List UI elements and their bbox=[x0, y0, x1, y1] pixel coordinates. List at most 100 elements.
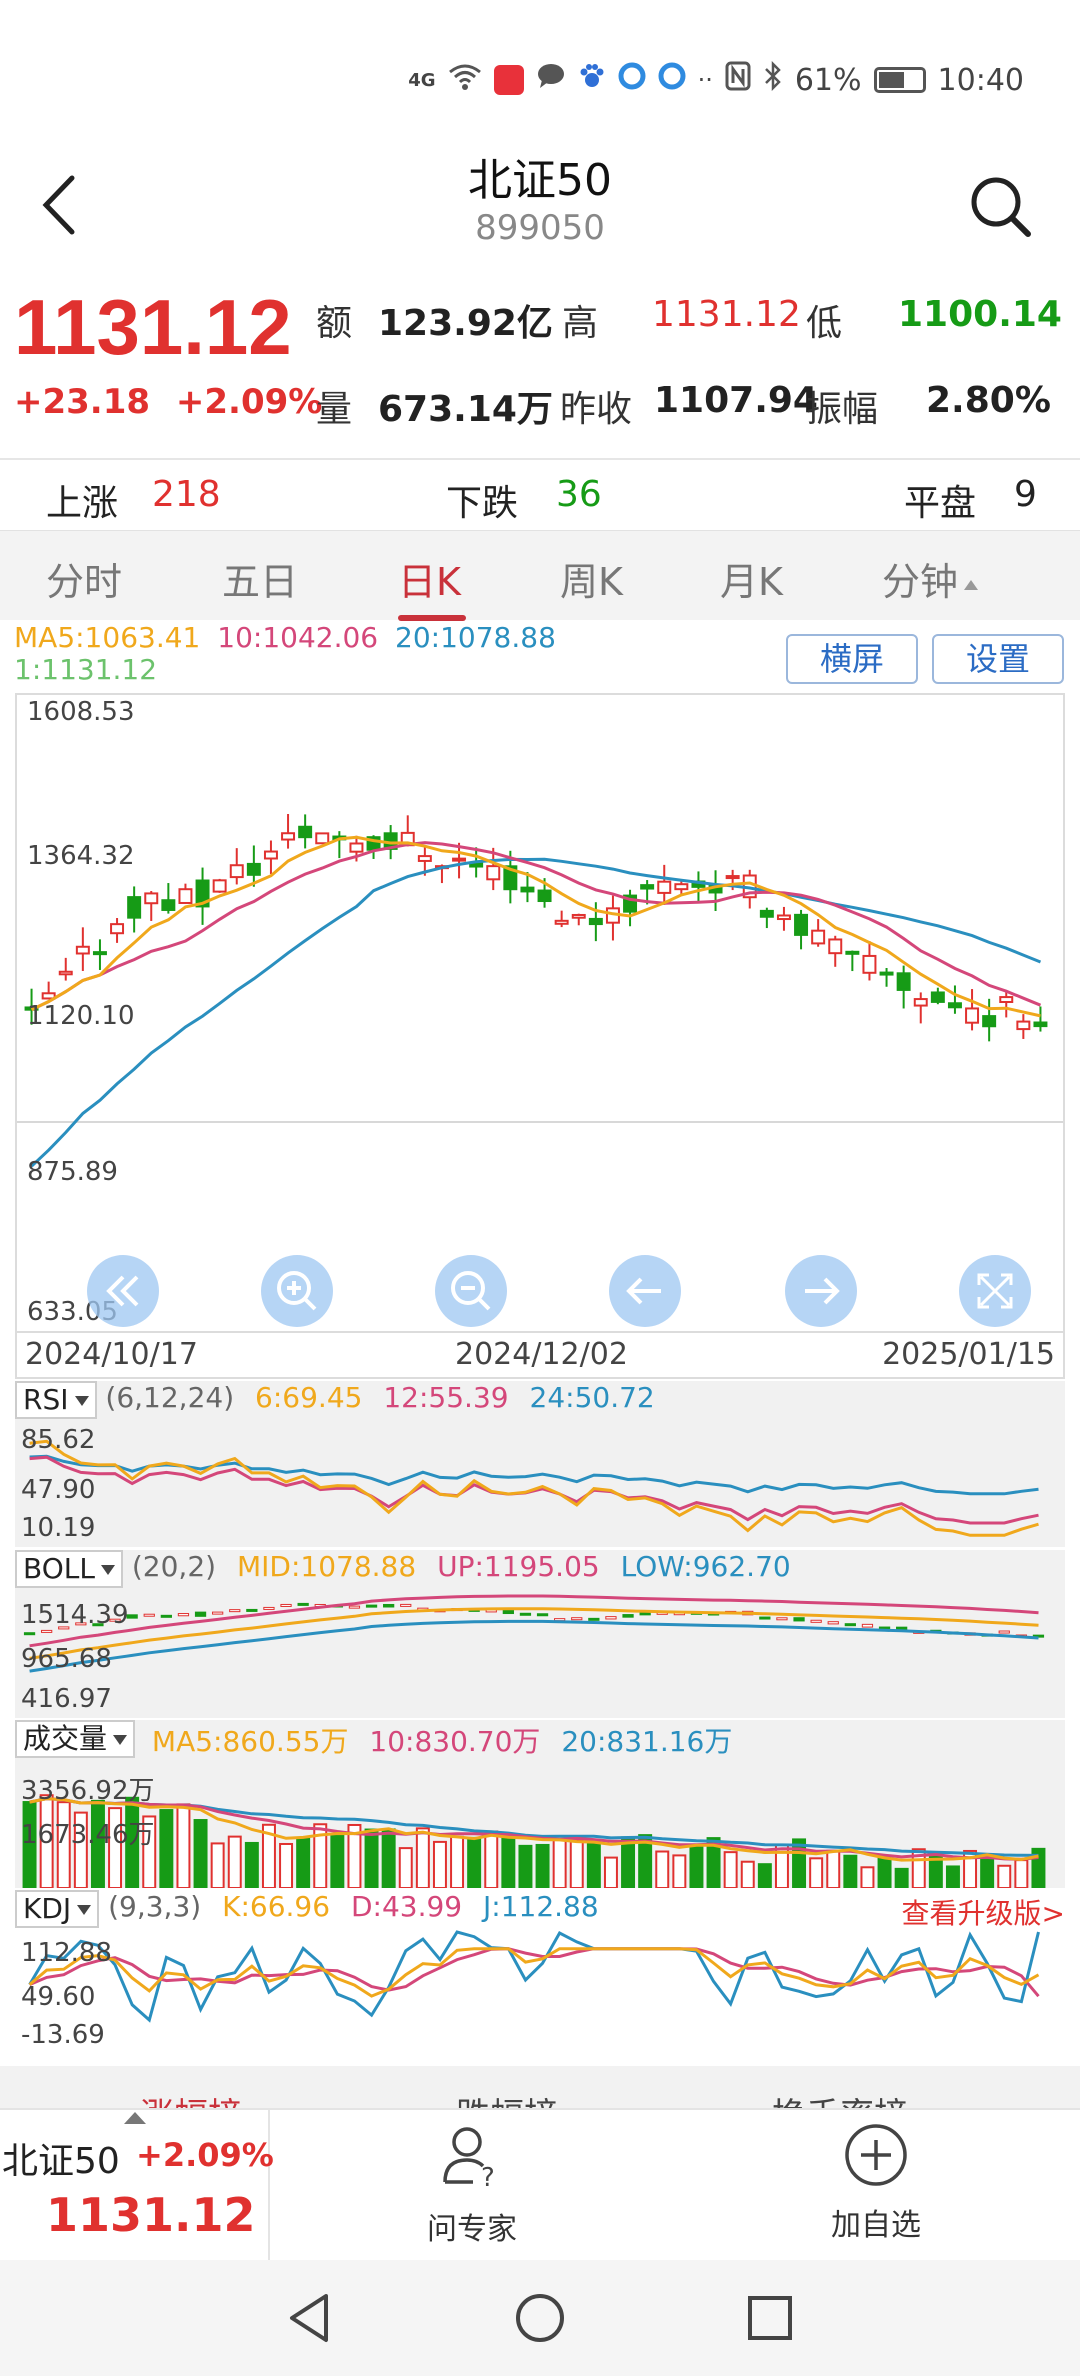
header: 北证50 899050 bbox=[0, 130, 1080, 270]
gainers-tab[interactable]: 涨幅榜 bbox=[140, 2088, 242, 2110]
rsi-y-bottom: 10.19 bbox=[21, 1513, 96, 1543]
ma20-line bbox=[30, 857, 1042, 1168]
caret-up-icon bbox=[124, 2112, 146, 2124]
volume-bar bbox=[381, 1828, 396, 1888]
prev-close-value: 1107.94 bbox=[654, 380, 818, 421]
stock-mini-card[interactable]: 北证50 +2.09% 1131.12 bbox=[0, 2110, 274, 2262]
signal-indicator: 4G bbox=[408, 69, 436, 91]
boll-candle bbox=[23, 1632, 36, 1636]
landscape-button[interactable]: 横屏 bbox=[786, 634, 918, 684]
boll-candle bbox=[280, 1603, 292, 1607]
flat-label: 平盘 bbox=[904, 483, 977, 524]
scroll-right-button[interactable] bbox=[785, 1255, 857, 1327]
flat-count: 9 bbox=[1014, 474, 1037, 515]
tab-intraday[interactable]: 分时 bbox=[46, 560, 123, 604]
boll-candle bbox=[605, 1616, 617, 1620]
add-watchlist-button[interactable]: 加自选 bbox=[776, 2120, 976, 2260]
tab-weekly-k[interactable]: 周K bbox=[560, 560, 623, 604]
volume-bar bbox=[740, 1860, 755, 1888]
tab-five-day[interactable]: 五日 bbox=[222, 560, 299, 604]
status-bar: 4G ·· 61% 10:40 bbox=[0, 0, 1080, 130]
zoom-out-button[interactable] bbox=[435, 1255, 507, 1327]
candle-body bbox=[845, 950, 860, 955]
boll-candle bbox=[571, 1617, 583, 1621]
volume-bar bbox=[193, 1819, 208, 1888]
tab-daily-k[interactable]: 日K bbox=[398, 560, 461, 604]
boll-candle bbox=[177, 1613, 190, 1617]
volume-bar bbox=[860, 1866, 875, 1888]
candle-body bbox=[161, 899, 176, 911]
quote-panel: 1131.12 +23.18 +2.09% 额 123.92亿 高 1131.1… bbox=[0, 270, 1080, 455]
kdj-y-top: 112.88 bbox=[21, 1938, 112, 1968]
candle-body bbox=[178, 888, 193, 904]
kdj-name: KDJ bbox=[23, 1892, 72, 1925]
ma10-line bbox=[30, 841, 1042, 1012]
volume-bar bbox=[689, 1845, 704, 1888]
rsi-selector[interactable]: RSI bbox=[15, 1381, 97, 1419]
candle-body bbox=[828, 938, 843, 955]
battery-level bbox=[878, 72, 905, 88]
volume-selector[interactable]: 成交量 bbox=[15, 1720, 136, 1758]
boll-candle bbox=[212, 1611, 224, 1615]
volume-bar bbox=[398, 1847, 413, 1888]
search-button[interactable] bbox=[966, 172, 1036, 242]
boll-params: (20,2) bbox=[131, 1550, 217, 1583]
market-breadth: 上涨 218 下跌 36 平盘 9 bbox=[0, 458, 1080, 530]
candle-body bbox=[520, 886, 535, 893]
boll-candle bbox=[776, 1617, 788, 1621]
boll-candle bbox=[588, 1617, 600, 1621]
settings-button[interactable]: 设置 bbox=[932, 634, 1064, 684]
candle-body bbox=[195, 879, 210, 908]
tab-monthly-k[interactable]: 月K bbox=[720, 560, 783, 604]
turnover-tab[interactable]: 换手率榜 bbox=[772, 2088, 908, 2110]
boll-candle bbox=[58, 1626, 70, 1630]
rewind-button[interactable] bbox=[87, 1255, 159, 1327]
status-icons: 4G ·· 61% 10:40 bbox=[408, 60, 1024, 100]
rsi-name: RSI bbox=[23, 1383, 69, 1416]
boll-candle bbox=[844, 1623, 856, 1627]
fullscreen-button[interactable] bbox=[959, 1255, 1031, 1327]
nfc-icon bbox=[725, 61, 751, 99]
tab-minute[interactable]: 分钟 bbox=[882, 551, 979, 606]
rsi-svg bbox=[29, 1439, 1039, 1537]
fullscreen-icon bbox=[977, 1273, 1013, 1309]
losers-tab[interactable]: 跌幅榜 bbox=[456, 2088, 558, 2110]
stock-code: 899050 bbox=[475, 208, 605, 248]
volume-bar bbox=[90, 1799, 105, 1888]
candle-body bbox=[58, 970, 73, 976]
zoom-in-icon bbox=[277, 1271, 317, 1311]
bottom-bar: 北证50 +2.09% 1131.12 ? 问专家 加自选 bbox=[0, 2108, 1080, 2262]
browser-icon-a bbox=[618, 62, 646, 98]
volume-bar bbox=[621, 1836, 636, 1888]
arrow-left-icon bbox=[626, 1277, 661, 1305]
zoom-in-button[interactable] bbox=[261, 1255, 333, 1327]
high-label: 高 bbox=[562, 303, 599, 344]
home-circle-icon[interactable] bbox=[510, 2288, 570, 2348]
volume-bar bbox=[415, 1827, 430, 1888]
boll-candle bbox=[998, 1630, 1010, 1634]
kdj-y-mid: 49.60 bbox=[21, 1982, 96, 2012]
upgrade-link[interactable]: 查看升级版> bbox=[901, 1897, 1065, 1930]
volume-bar bbox=[792, 1838, 807, 1888]
mini-stock-pct: +2.09% bbox=[136, 2136, 274, 2174]
candle-body bbox=[417, 855, 432, 862]
recents-square-icon[interactable] bbox=[740, 2288, 800, 2348]
kline-chart[interactable]: 1608.53 1364.32 1120.10 875.89 633.05 bbox=[15, 693, 1065, 1333]
battery-icon bbox=[873, 67, 926, 93]
rsi-panel: RSI (6,12,24) 6:69.45 12:55.39 24:50.72 … bbox=[15, 1381, 1065, 1547]
back-triangle-icon[interactable] bbox=[280, 2288, 340, 2348]
scroll-left-button[interactable] bbox=[609, 1255, 681, 1327]
volume-bar bbox=[894, 1867, 909, 1888]
ma20-value: 20:1078.88 bbox=[395, 621, 556, 654]
arrow-right-icon bbox=[805, 1277, 840, 1305]
boll-selector[interactable]: BOLL bbox=[15, 1550, 123, 1588]
latest-value: 1:1131.12 bbox=[14, 653, 158, 686]
back-button[interactable] bbox=[36, 170, 86, 240]
volume-bar bbox=[450, 1835, 465, 1888]
date-start: 2024/10/17 bbox=[25, 1337, 198, 1372]
kdj-j-value: J:112.88 bbox=[483, 1890, 599, 1923]
ask-expert-button[interactable]: ? 问专家 bbox=[372, 2120, 572, 2260]
candle-body bbox=[776, 914, 791, 921]
boll-candle bbox=[383, 1603, 395, 1608]
kdj-selector[interactable]: KDJ bbox=[15, 1890, 100, 1928]
